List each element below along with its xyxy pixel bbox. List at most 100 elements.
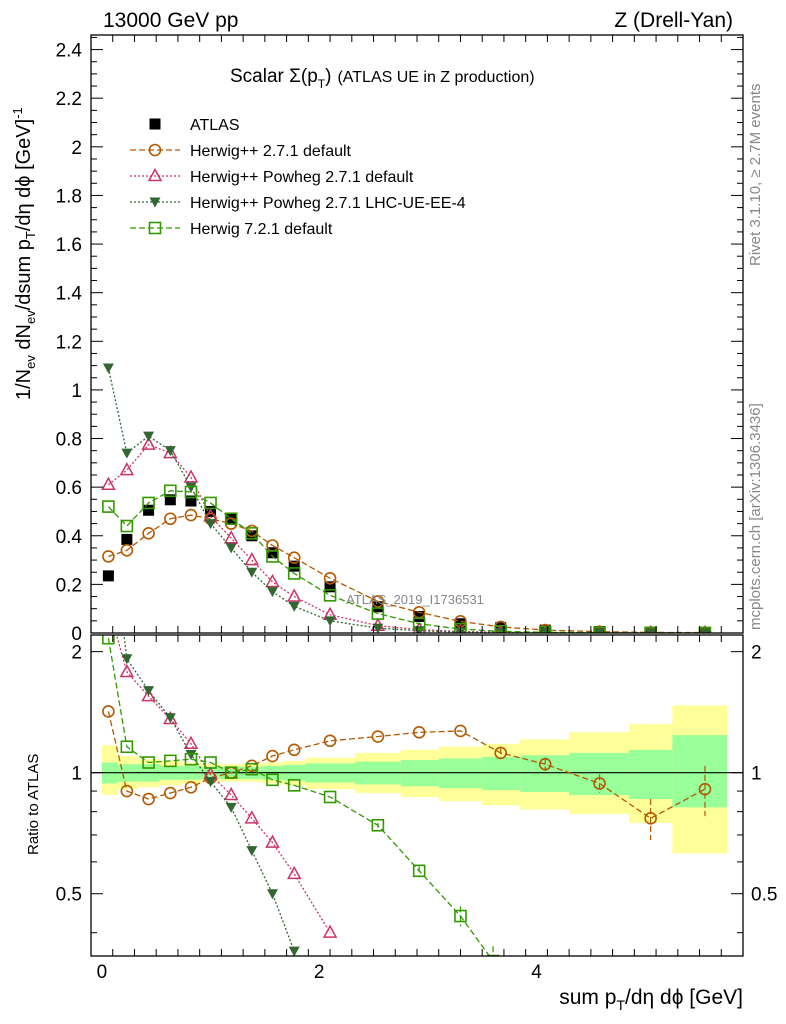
y-tick-label: 2.2 [56, 89, 82, 110]
data-point [121, 533, 133, 545]
y-tick-label: 1.2 [56, 332, 82, 353]
ratio-line [123, 635, 295, 952]
y-tick-label: 2.4 [56, 41, 83, 62]
ratio-point [494, 746, 507, 760]
ratio-point [322, 924, 338, 938]
ratio-point [244, 810, 260, 824]
series-2 [101, 436, 710, 633]
ratio-point [204, 756, 217, 769]
ratio-point [486, 954, 500, 956]
ratio-series-2 [121, 635, 300, 956]
data-point [244, 552, 260, 566]
ratio-point [119, 663, 135, 678]
data-point [372, 623, 384, 633]
legend-label: ATLAS [190, 117, 240, 134]
data-point [538, 625, 552, 633]
data-point [413, 610, 425, 622]
data-point [164, 484, 177, 498]
ratio-point [142, 792, 155, 806]
ratio-tick-label-right: 2 [751, 643, 762, 664]
series-line [107, 490, 705, 633]
data-point [185, 482, 197, 493]
data-point [102, 570, 114, 582]
ratio-point [266, 773, 279, 787]
ratio-point [183, 735, 199, 750]
ratio-point [288, 946, 300, 956]
ratio-point [538, 757, 552, 771]
ratio-point [287, 743, 301, 757]
ratio-tick-label-right: 0.5 [751, 885, 777, 906]
legend-marker [149, 118, 161, 130]
data-point [266, 547, 278, 559]
plot-title: Scalar Σ(pT) (ATLAS UE in Z production) [230, 66, 535, 91]
ratio-point [323, 790, 337, 804]
data-point [121, 448, 133, 459]
ratio-point [164, 713, 176, 724]
data-point [102, 363, 114, 374]
header-right: Z (Drell-Yan) [614, 9, 733, 32]
ratio-point [184, 752, 198, 766]
y-tick-label: 2 [71, 138, 82, 159]
data-point [324, 616, 336, 627]
band-inner [438, 758, 483, 789]
data-point [184, 485, 198, 499]
y-tick-label: 0.2 [56, 575, 82, 596]
mcplots-label: mcplots.cern.ch [arXiv:1306.3436] [747, 403, 764, 630]
legend-label: Herwig 7.2.1 default [190, 221, 333, 238]
ratio-point [454, 724, 467, 738]
data-point [102, 500, 115, 513]
data-point [204, 496, 217, 510]
ratio-point [412, 726, 426, 739]
data-point [223, 530, 239, 544]
data-point [164, 494, 176, 506]
x-tick-label: 4 [531, 962, 542, 983]
main-y-ticks: 0 0.2 0.4 0.6 0.8 1 1.2 1.4 1.6 1.8 2 2.2 2.4 [56, 36, 743, 645]
ratio-point [185, 749, 197, 760]
series-0 [102, 494, 711, 633]
data-point [495, 622, 507, 633]
data-point [245, 527, 259, 540]
data-point [164, 512, 177, 526]
legend-label: Herwig++ Powheg 2.7.1 default [190, 169, 414, 186]
data-point [184, 508, 198, 522]
ratio-point [164, 754, 177, 768]
y-tick-label: 0.4 [56, 527, 83, 548]
band-inner [628, 749, 673, 800]
ratio-point [120, 784, 134, 798]
ratio-point [286, 865, 302, 880]
ratio-point [412, 864, 426, 878]
ratio-point [163, 710, 178, 725]
y-tick-label: 0.8 [56, 430, 82, 451]
ratio-point [265, 834, 280, 848]
ratio-point [644, 812, 657, 825]
watermark: ATLAS_2019_I1736531 [346, 592, 484, 607]
y-tick-label: 1.8 [56, 186, 82, 207]
y-tick-label: 1.6 [56, 235, 82, 256]
ratio-point [142, 756, 155, 769]
legend-marker [148, 221, 162, 235]
data-point [185, 495, 197, 507]
legend-label: Herwig++ Powheg 2.7.1 LHC-UE-EE-4 [190, 195, 466, 212]
ratio-tick-label: 2 [71, 643, 82, 664]
data-point [323, 589, 337, 602]
data-point [141, 436, 156, 450]
main-frame [90, 34, 744, 634]
ratio-point [164, 786, 177, 800]
ratio-point [184, 780, 198, 794]
ratio-point [246, 846, 258, 857]
data-point [287, 551, 301, 564]
ratio-point [102, 635, 115, 645]
main-ylabel: 1/Nev dNev/dsum pT/dη dϕ [GeV]-1 [10, 107, 38, 400]
data-point [266, 587, 278, 598]
ratio-point [102, 599, 114, 610]
data-point [101, 476, 116, 490]
ratio-point [593, 777, 606, 790]
data-point [371, 595, 385, 608]
ratio-line [107, 711, 706, 820]
ratio-point [120, 740, 134, 754]
data-point [120, 544, 134, 557]
ratio-point [143, 686, 155, 697]
data-point [288, 601, 300, 612]
ratio-point [224, 766, 238, 779]
